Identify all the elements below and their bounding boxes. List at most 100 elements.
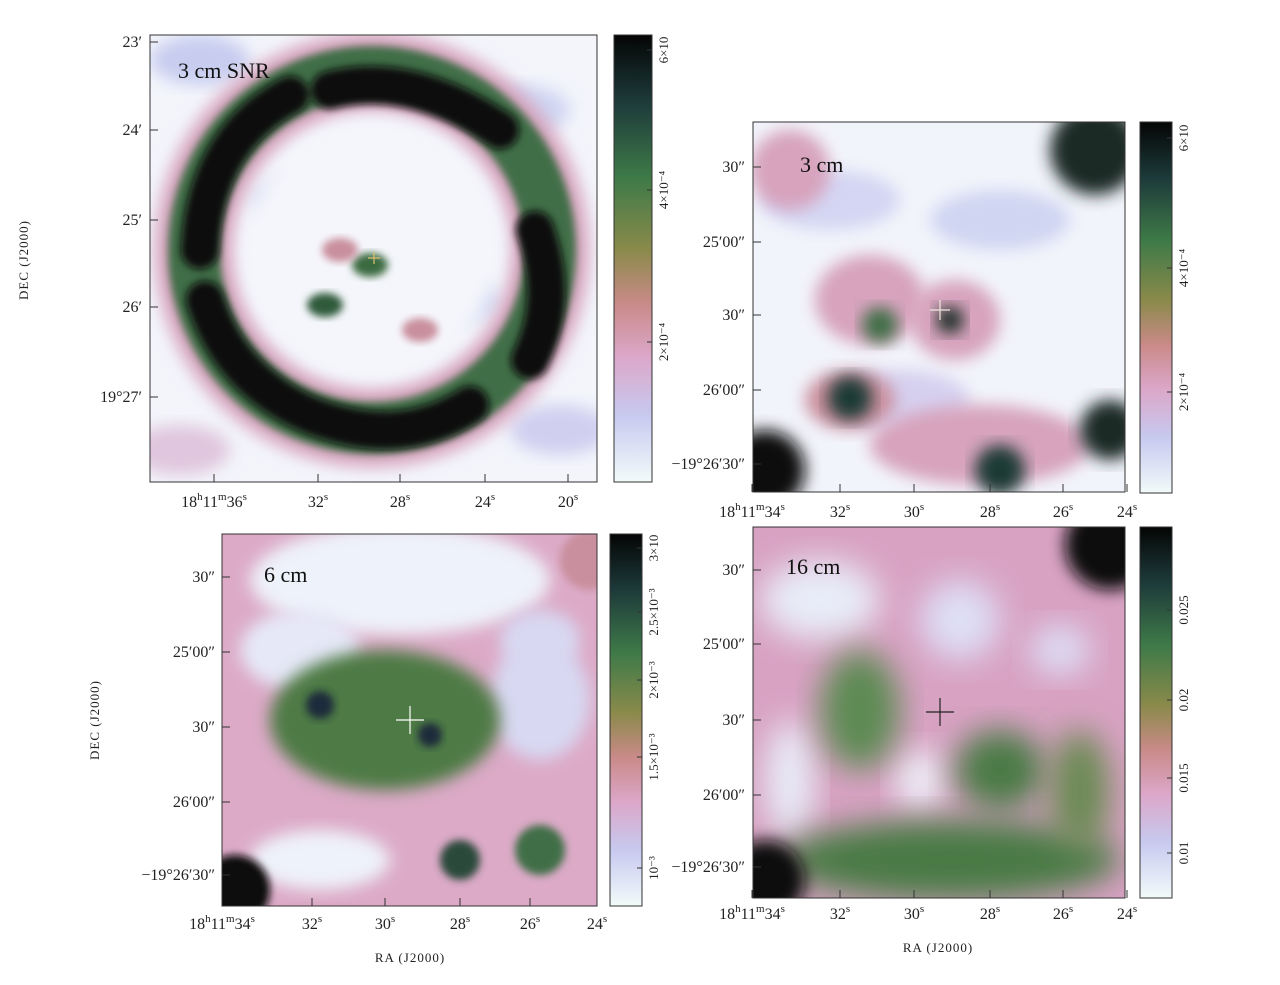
x-tick-label: 26s <box>1053 501 1073 521</box>
colorbar-tick-label: 4×10⁻⁴ <box>1176 248 1191 287</box>
map-haze <box>765 720 815 840</box>
x-tick-label: 28s <box>980 903 1000 923</box>
colorbar-tick-label: 0.025 <box>1176 595 1191 624</box>
y-tick-label: 30″ <box>192 569 215 586</box>
colorbar-tick-label: 2×10⁻⁴ <box>1176 372 1191 411</box>
emission-peak <box>753 840 805 898</box>
shell-core <box>181 66 566 450</box>
y-axis-label: DEC (J2000) <box>87 680 102 760</box>
x-tick-label: 24s <box>475 491 495 511</box>
y-tick-label: 30″ <box>722 307 745 324</box>
x-tick-label: 26s <box>1053 903 1073 923</box>
colorbar-tick-label: 1.5×10⁻³ <box>646 733 661 780</box>
x-tick-label: 32s <box>302 913 322 933</box>
shell-inner-fade <box>247 125 497 375</box>
emission-peak <box>560 534 597 590</box>
emission-peak <box>306 691 334 719</box>
map-frame <box>752 121 1126 493</box>
map-haze <box>150 35 250 85</box>
x-tick-label: 28s <box>390 491 410 511</box>
colorbar-tick-label: 6×10 <box>1176 125 1191 152</box>
map-haze <box>490 640 590 760</box>
colorbar-tick-label: 0.015 <box>1176 763 1191 792</box>
panel-label: 6 cm <box>264 562 307 587</box>
y-tick-label: 26′00″ <box>703 787 745 804</box>
map-frame <box>149 34 598 483</box>
x-tick-label: 24s <box>1117 501 1137 521</box>
x-tick-label: 30s <box>904 903 924 923</box>
x-tick-label: 18h11m36s <box>181 491 247 511</box>
y-tick-label: 26′00″ <box>703 382 745 399</box>
position-cross <box>926 698 954 726</box>
y-tick-label: 25′00″ <box>703 636 745 653</box>
map-frame <box>221 533 598 907</box>
position-cross <box>368 252 380 264</box>
y-tick-label: 25′00″ <box>173 644 215 661</box>
x-tick-label: 20s <box>558 491 578 511</box>
map-haze <box>1030 625 1090 675</box>
emission-region <box>820 650 900 770</box>
colorbar-tick-label: 4×10⁻⁴ <box>656 170 671 209</box>
map-haze <box>895 750 945 810</box>
x-tick-label: 28s <box>980 501 1000 521</box>
y-tick-label: −19°26′30″ <box>141 867 215 884</box>
central-spot <box>322 238 358 262</box>
y-tick-label: 25′ <box>123 212 143 229</box>
y-tick-label: 25′00″ <box>703 234 745 251</box>
colorbar-tick-label: 0.01 <box>1176 842 1191 865</box>
map-haze <box>250 534 550 635</box>
x-tick-label: 32s <box>308 491 328 511</box>
y-tick-label: 30″ <box>192 719 215 736</box>
colorbar-tick-label: 10⁻³ <box>646 856 661 880</box>
x-tick-label: 30s <box>904 501 924 521</box>
emission-peak <box>1050 122 1125 195</box>
x-axis-label: RA (J2000) <box>903 940 973 955</box>
emission-peak <box>828 376 872 420</box>
colorbar <box>1139 526 1173 899</box>
map-frame <box>752 526 1126 899</box>
colorbar-tick-label: 2.5×10⁻³ <box>646 588 661 635</box>
emission-peak <box>753 430 805 492</box>
colorbar-tick-label: 2×10⁻³ <box>646 661 661 699</box>
x-tick-label: 28s <box>450 913 470 933</box>
emission-region <box>270 650 500 790</box>
map-haze <box>760 560 880 640</box>
map-image <box>222 534 597 906</box>
emission-peak <box>862 307 898 343</box>
x-tick-label: 32s <box>830 501 850 521</box>
map-haze <box>150 425 230 475</box>
panel-label: 3 cm SNR <box>178 58 270 83</box>
emission-peak <box>975 445 1025 492</box>
colorbar-tick-label: 3×10 <box>646 535 661 562</box>
emission-peak <box>222 855 270 906</box>
emission-peak <box>418 723 442 747</box>
y-tick-label: −19°26′30″ <box>671 456 745 473</box>
y-tick-label: 30″ <box>722 159 745 176</box>
map-haze <box>510 405 597 455</box>
central-spot <box>402 318 438 342</box>
emission-patch <box>753 130 830 210</box>
central-spot <box>307 293 343 317</box>
colorbar <box>609 533 643 907</box>
panel: 3×10 2.5×10⁻³ 2×10⁻³ 1.5×10⁻³ 10⁻³ 30″ 25′00″ 3… <box>87 533 661 965</box>
position-cross <box>930 300 950 320</box>
map-image <box>150 35 597 482</box>
y-tick-label: 26′00″ <box>173 794 215 811</box>
emission-peak <box>515 825 565 875</box>
panel-label: 16 cm <box>786 554 840 579</box>
y-tick-label: 19°27′ <box>100 389 142 406</box>
panel-label: 3 cm <box>800 152 843 177</box>
emission-peak <box>936 306 964 334</box>
y-tick-label: −19°26′30″ <box>671 859 745 876</box>
x-tick-label: 26s <box>520 913 540 933</box>
emission-region <box>1050 730 1110 850</box>
y-tick-label: 30″ <box>722 562 745 579</box>
map-haze <box>500 610 580 670</box>
emission-peak <box>1065 527 1125 590</box>
emission-peak <box>440 840 480 880</box>
map-haze <box>250 830 390 890</box>
x-tick-label: 18h11m34s <box>189 913 255 933</box>
colorbar-tick-label: 6×10 <box>656 37 671 64</box>
